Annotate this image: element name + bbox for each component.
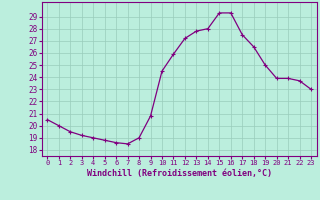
X-axis label: Windchill (Refroidissement éolien,°C): Windchill (Refroidissement éolien,°C): [87, 169, 272, 178]
